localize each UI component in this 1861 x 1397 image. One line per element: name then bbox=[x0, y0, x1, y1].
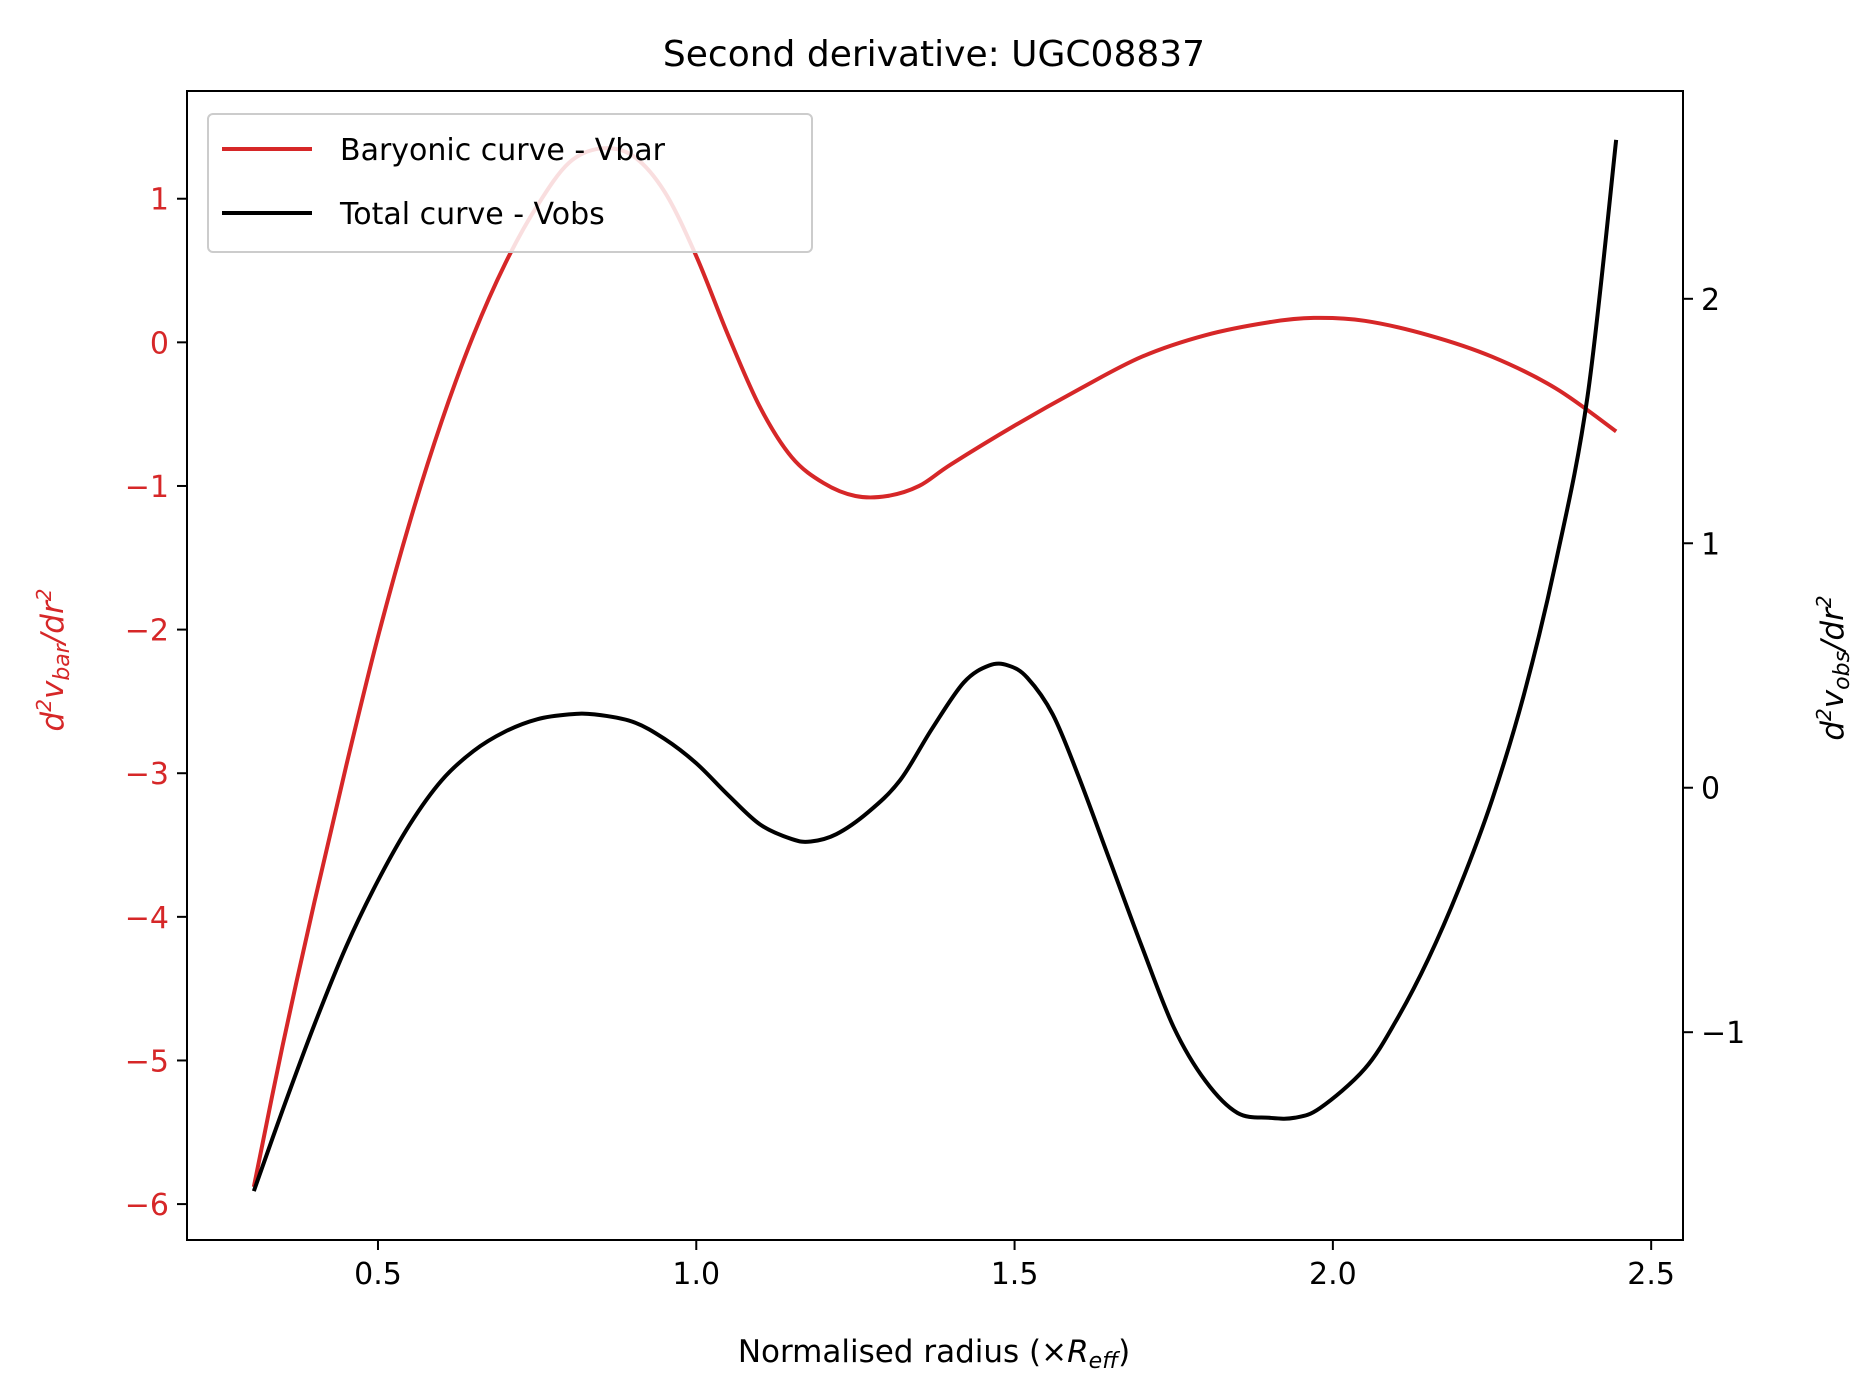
legend: Baryonic curve - Vbar Total curve - Vobs bbox=[207, 113, 813, 253]
legend-label-vbar: Baryonic curve - Vbar bbox=[340, 133, 666, 168]
y-right-tick-label: 0 bbox=[1701, 772, 1720, 807]
y-right-axis-ticks: 2 1 0 −1 bbox=[1683, 283, 1745, 1051]
y-left-tick-label: −3 bbox=[125, 757, 169, 792]
x-axis-label: Normalised radius (×Reff) bbox=[738, 1334, 1130, 1374]
y-left-axis-ticks: 1 0 −1 −2 −3 −4 −5 −6 bbox=[125, 183, 187, 1223]
y-left-tick-label: −5 bbox=[125, 1044, 169, 1079]
y-left-tick-label: 0 bbox=[150, 326, 169, 361]
y-left-tick-label: −6 bbox=[125, 1188, 169, 1223]
x-tick-label: 1.5 bbox=[991, 1257, 1039, 1292]
series-line-vbar bbox=[251, 146, 1618, 1188]
x-tick-label: 0.5 bbox=[354, 1257, 402, 1292]
chart-title: Second derivative: UGC08837 bbox=[663, 34, 1205, 75]
axes-frame bbox=[186, 90, 1684, 1241]
y-left-tick-label: −2 bbox=[125, 614, 169, 649]
y-left-tick-label: 1 bbox=[150, 183, 169, 218]
y-right-tick-label: 1 bbox=[1701, 527, 1720, 562]
y-right-tick-label: −1 bbox=[1701, 1016, 1745, 1051]
y-left-axis-label: d2vbar/dr2 bbox=[32, 589, 75, 732]
x-axis-ticks: 0.5 1.0 1.5 2.0 2.5 bbox=[354, 1240, 1675, 1292]
series-line-vobs bbox=[251, 139, 1619, 1192]
x-tick-label: 2.0 bbox=[1309, 1257, 1357, 1292]
x-tick-label: 1.0 bbox=[672, 1257, 720, 1292]
y-right-tick-label: 2 bbox=[1701, 283, 1720, 318]
x-tick-label: 2.5 bbox=[1627, 1257, 1675, 1292]
series-layer bbox=[251, 139, 1619, 1192]
plot-area bbox=[251, 139, 1619, 1192]
legend-box bbox=[207, 113, 813, 253]
legend-label-vobs: Total curve - Vobs bbox=[339, 197, 605, 232]
y-left-tick-label: −4 bbox=[125, 901, 169, 936]
y-right-axis-label: d2vobs/dr2 bbox=[1812, 595, 1855, 740]
y-left-tick-label: −1 bbox=[125, 470, 169, 505]
